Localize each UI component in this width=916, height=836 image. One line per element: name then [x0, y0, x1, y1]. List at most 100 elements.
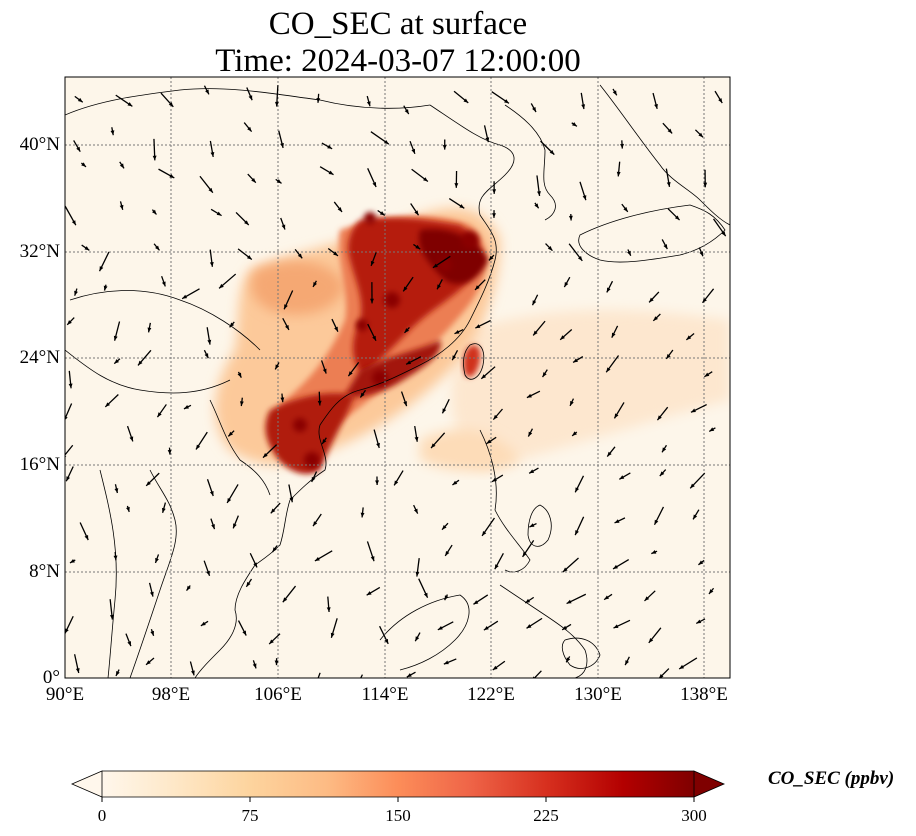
wind-arrow-head	[114, 359, 120, 364]
wind-arrow-shaft	[533, 670, 542, 678]
wind-arrow-head	[280, 142, 284, 148]
wind-arrow-head	[113, 335, 118, 341]
wind-arrow-head	[572, 122, 577, 127]
lon-tick: 98°E	[151, 684, 191, 705]
wind-arrow-head	[129, 436, 134, 442]
colorbar-tick: 150	[385, 806, 411, 825]
wind-arrow-head	[99, 266, 104, 272]
wind-arrow-head	[529, 469, 535, 474]
wind-arrow-head	[152, 155, 157, 161]
wind-arrow-head	[366, 591, 372, 596]
wind-arrow-head	[68, 383, 73, 389]
wind-arrow-head	[315, 681, 319, 686]
colorbar-tick: 225	[533, 806, 559, 825]
wind-arrow-head	[653, 316, 658, 321]
wind-arrow-head	[105, 402, 110, 407]
wind-arrow-head	[247, 126, 252, 132]
wind-arrow-head	[623, 206, 628, 212]
wind-arrow-head	[74, 290, 78, 296]
wind-arrow-head	[53, 598, 58, 603]
wind-arrow-head	[314, 556, 320, 561]
wind-arrow-head	[657, 415, 662, 421]
wind-arrow-head	[372, 181, 377, 187]
wind-arrow-head	[494, 564, 499, 570]
wind-arrow-head	[406, 360, 412, 365]
wind-arrow-head	[572, 431, 577, 436]
wind-arrow-head	[360, 392, 365, 398]
title-line-2: Time: 2024-03-07 12:00:00	[215, 43, 581, 79]
wind-arrow-head	[237, 372, 242, 378]
wind-arrow-head	[721, 231, 726, 237]
wind-arrow-head	[693, 514, 698, 520]
wind-arrow-head	[414, 436, 419, 442]
lat-tick: 32°N	[19, 241, 60, 262]
colorbar-extend-low	[70, 770, 103, 798]
wind-arrow-head	[242, 630, 247, 636]
wind-arrow-head	[662, 447, 667, 453]
wind-arrow-head	[648, 638, 654, 643]
wind-arrow-head	[573, 358, 578, 363]
wind-arrow-head	[432, 263, 438, 268]
wind-arrow-head	[115, 670, 120, 676]
wind-arrow-head	[659, 674, 664, 678]
plume-south-china-sea	[420, 429, 520, 472]
coastlines	[65, 84, 730, 678]
lat-tick: 16°N	[19, 454, 60, 475]
wind-arrow-head	[348, 371, 353, 377]
wind-arrow-head	[690, 408, 696, 413]
wind-arrow-head	[126, 506, 130, 512]
wind-arrow-head	[560, 335, 565, 340]
wind-arrow-head	[529, 523, 535, 527]
wind-arrow-head	[110, 130, 115, 136]
wind-arrow-head	[475, 324, 481, 329]
wind-arrow-head	[251, 177, 256, 183]
wind-arrow-head	[227, 498, 232, 503]
wind-arrow-head	[284, 304, 288, 310]
wind-arrow-head	[146, 481, 151, 486]
wind-arrow-head	[604, 595, 610, 600]
plume-sichuan	[251, 261, 345, 315]
wind-arrow-shaft	[360, 674, 364, 678]
wind-arrow-head	[606, 367, 611, 373]
wind-arrow-head	[404, 109, 409, 115]
wind-arrow-head	[526, 393, 532, 398]
wind-arrow-head	[625, 660, 629, 666]
wind-arrow-head	[383, 139, 389, 145]
gridlines	[65, 77, 730, 678]
colorbar-gradient	[102, 771, 694, 797]
wind-arrow-head	[322, 439, 327, 445]
wind-arrow-head	[611, 332, 616, 338]
wind-arrow-head	[549, 150, 555, 155]
wind-arrow-head	[209, 262, 214, 267]
wind-arrow-head	[566, 657, 571, 663]
wind-arrow-head	[168, 102, 174, 107]
wind-arrow-head	[690, 483, 695, 489]
wind-arrow-head	[486, 439, 492, 444]
lon-tick: 130°E	[574, 684, 622, 705]
wind-arrow-head	[481, 374, 487, 379]
wind-arrow-head	[654, 519, 659, 525]
wind-arrow-head	[492, 213, 496, 218]
wind-arrow-head	[216, 211, 222, 216]
wind-arrow-head	[473, 600, 479, 605]
wind-arrow-head	[228, 431, 233, 437]
wind-arrow-head	[562, 625, 568, 630]
wind-arrow-head	[211, 524, 215, 530]
wind-arrow-head	[360, 512, 365, 518]
wind-arrow-head	[75, 668, 80, 674]
wind-arrow-head	[698, 132, 704, 138]
wind-arrow-head	[445, 550, 450, 556]
wind-arrow-head	[127, 641, 131, 647]
plume-tonkin	[265, 393, 355, 475]
wind-arrow-head	[379, 211, 385, 216]
wind-arrow-head	[616, 171, 621, 177]
wind-arrow-head	[297, 253, 303, 259]
wind-arrow-head	[334, 326, 338, 332]
wind-arrow-head	[161, 281, 166, 287]
wind-arrow-head	[252, 663, 257, 669]
plume-taiwan	[463, 345, 481, 378]
wind-arrow-head	[431, 443, 436, 449]
wind-arrow-head	[233, 523, 237, 529]
wind-arrow-head	[613, 564, 618, 569]
lon-tick: 138°E	[680, 684, 728, 705]
